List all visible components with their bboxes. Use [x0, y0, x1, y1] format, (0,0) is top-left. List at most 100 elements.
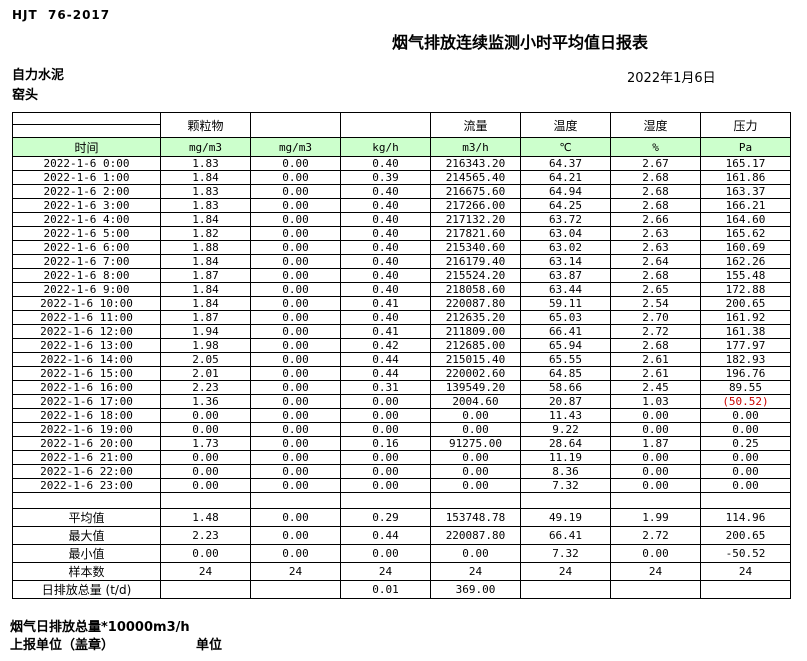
time-cell: 2022-1-6 7:00	[12, 254, 161, 269]
value-cell: 58.66	[520, 380, 611, 395]
time-cell: 2022-1-6 10:00	[12, 296, 161, 311]
time-cell: 2022-1-6 18:00	[12, 408, 161, 423]
report-date: 2022年1月6日	[627, 71, 716, 86]
value-cell: 0.00	[160, 408, 251, 423]
value-cell: 166.21	[700, 198, 791, 213]
value-cell: 7.32	[520, 478, 611, 493]
spacer-cell	[700, 492, 791, 509]
summary-value-cell: 200.65	[700, 526, 791, 545]
value-cell: 0.40	[340, 254, 431, 269]
summary-value-cell: 49.19	[520, 508, 611, 527]
table-row: 2022-1-6 23:00 0.00 0.00 0.00 0.00 7.32 0.00 0.…	[12, 478, 791, 493]
value-cell: 0.00	[700, 464, 791, 479]
value-cell: 0.00	[250, 436, 341, 451]
value-cell: 2.01	[160, 366, 251, 381]
value-cell: 0.00	[250, 296, 341, 311]
company-name: 自力水泥	[12, 68, 65, 83]
summary-label: 平均值	[12, 508, 161, 527]
value-cell: 0.00	[250, 408, 341, 423]
value-cell: 218058.60	[430, 282, 521, 297]
table-row: 2022-1-6 4:00 1.84 0.00 0.40 217132.20 63.72 2…	[12, 212, 791, 227]
unit-mgm3-1: mg/m3	[160, 137, 251, 157]
summary-value-cell: 0.44	[340, 526, 431, 545]
value-cell: 0.00	[250, 282, 341, 297]
table-row: 2022-1-6 5:00 1.82 0.00 0.40 217821.60 63.04 2…	[12, 226, 791, 241]
value-cell: 8.36	[520, 464, 611, 479]
table-row: 2022-1-6 19:00 0.00 0.00 0.00 0.00 9.22 0.00 0.…	[12, 422, 791, 437]
value-cell: 2.66	[610, 212, 701, 227]
value-cell: 11.43	[520, 408, 611, 423]
value-cell: 0.00	[250, 394, 341, 409]
value-cell: 64.21	[520, 170, 611, 185]
value-cell: 2.61	[610, 366, 701, 381]
table-row: 2022-1-6 14:00 2.05 0.00 0.44 215015.40 65.55…	[12, 352, 791, 367]
value-cell: 1.88	[160, 240, 251, 255]
summary-value-cell	[700, 580, 791, 599]
value-cell: 0.40	[340, 156, 431, 171]
value-cell: 2.72	[610, 324, 701, 339]
summary-value-cell: 153748.78	[430, 508, 521, 527]
value-cell: 0.00	[610, 450, 701, 465]
value-cell: 0.25	[700, 436, 791, 451]
table-row: 2022-1-6 22:00 0.00 0.00 0.00 0.00 8.36 0.00 0.…	[12, 464, 791, 479]
value-cell: 0.00	[160, 450, 251, 465]
time-cell: 2022-1-6 5:00	[12, 226, 161, 241]
value-cell: 63.87	[520, 268, 611, 283]
value-cell: 0.00	[250, 226, 341, 241]
time-cell: 2022-1-6 16:00	[12, 380, 161, 395]
time-cell: 2022-1-6 15:00	[12, 366, 161, 381]
summary-row: 最大值 2.23 0.00 0.44 220087.80 66.41 2.72 200.65	[12, 526, 791, 545]
summary-value-cell	[160, 580, 251, 599]
daily-flow-total-note: 烟气日排放总量*10000m3/h	[10, 620, 190, 635]
summary-value-cell	[250, 580, 341, 599]
col-header-empty-2	[340, 112, 431, 138]
split-top	[13, 114, 160, 125]
table-row: 2022-1-6 7:00 1.84 0.00 0.40 216179.40 63.14 2…	[12, 254, 791, 269]
value-cell: 216343.20	[430, 156, 521, 171]
value-cell: 1.84	[160, 170, 251, 185]
value-cell: 2.64	[610, 254, 701, 269]
value-cell: 0.00	[340, 394, 431, 409]
value-cell: 0.00	[250, 170, 341, 185]
value-cell: 0.00	[430, 464, 521, 479]
value-cell: 1.83	[160, 156, 251, 171]
summary-value-cell: 0.00	[160, 544, 251, 563]
value-cell: 0.00	[250, 184, 341, 199]
value-cell: 0.00	[340, 422, 431, 437]
value-cell: 0.40	[340, 184, 431, 199]
summary-value-cell: 24	[610, 562, 701, 581]
value-cell: 1.87	[160, 268, 251, 283]
table-row: 2022-1-6 3:00 1.83 0.00 0.40 217266.00 64.25 2…	[12, 198, 791, 213]
summary-value-cell: 114.96	[700, 508, 791, 527]
value-cell: 2004.60	[430, 394, 521, 409]
summary-value-cell: 0.00	[250, 508, 341, 527]
value-cell: 0.00	[340, 478, 431, 493]
value-cell: 196.76	[700, 366, 791, 381]
time-cell: 2022-1-6 19:00	[12, 422, 161, 437]
value-cell: 65.55	[520, 352, 611, 367]
spacer-cell	[610, 492, 701, 509]
stack-name: 窑头	[12, 88, 39, 103]
value-cell: 165.17	[700, 156, 791, 171]
value-cell: 9.22	[520, 422, 611, 437]
value-cell: 161.92	[700, 310, 791, 325]
summary-value-cell: -50.52	[700, 544, 791, 563]
value-cell: 217821.60	[430, 226, 521, 241]
value-cell: 0.00	[610, 408, 701, 423]
value-cell: 11.19	[520, 450, 611, 465]
table-row: 2022-1-6 15:00 2.01 0.00 0.44 220002.60 64.85…	[12, 366, 791, 381]
time-header-split-cell	[12, 112, 161, 138]
value-cell: 212635.20	[430, 310, 521, 325]
value-cell: 0.00	[700, 478, 791, 493]
table-row: 2022-1-6 21:00 0.00 0.00 0.00 0.00 11.19 0.00 0…	[12, 450, 791, 465]
table-row: 2022-1-6 17:00 1.36 0.00 0.00 2004.60 20.87 1.…	[12, 394, 791, 409]
value-cell: 0.00	[430, 450, 521, 465]
time-cell: 2022-1-6 20:00	[12, 436, 161, 451]
spacer-cell	[520, 492, 611, 509]
value-cell: 0.00	[250, 338, 341, 353]
value-cell: 0.40	[340, 268, 431, 283]
unit-percent: %	[610, 137, 701, 157]
value-cell: 216179.40	[430, 254, 521, 269]
value-cell: 0.00	[340, 408, 431, 423]
col-header-pressure: 压力	[700, 112, 791, 138]
